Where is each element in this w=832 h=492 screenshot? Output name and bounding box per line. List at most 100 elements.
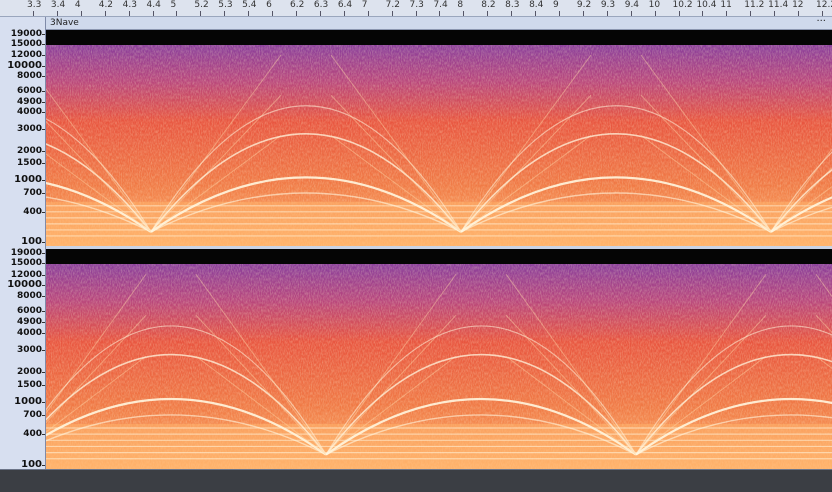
spectral-streak (325, 314, 457, 455)
ruler-tick-label: 10.2 (672, 0, 693, 10)
doppler-arc (460, 192, 772, 233)
spectral-streak (770, 167, 832, 233)
ruler-tick-mark (272, 11, 274, 16)
ruler-tick-mark (750, 11, 752, 16)
ruler-tick-mark (296, 11, 297, 16)
ruler-tick-label: 5.3 (218, 0, 233, 10)
ruler-tick-label: 4 (74, 0, 81, 10)
frequency-tick (42, 55, 45, 57)
ruler-tick-mark (463, 11, 465, 16)
frequency-tick (42, 34, 45, 35)
ruler-tick-label: 8.3 (505, 0, 520, 10)
track-header[interactable]: 3Nave ··· (46, 16, 832, 30)
ruler-tick-label: 7.2 (385, 0, 400, 10)
ruler-tick-label: 4.3 (122, 0, 137, 10)
spectral-streak (330, 54, 462, 233)
ruler-tick-label: 8 (457, 0, 464, 10)
ruler-tick-label: 6 (266, 0, 272, 10)
ruler-tick-mark (678, 11, 680, 16)
doppler-arc (460, 105, 772, 233)
ruler-tick-mark (654, 11, 656, 16)
frequency-tick (42, 129, 45, 131)
time-ruler[interactable]: 3.3 3.4 4 4.2 4.3 4.4 5 5.2 5.3 5.4 6 6.2 6.3 6.4 7 7.2… (0, 0, 832, 17)
spectral-streak (46, 273, 147, 414)
frequency-label: 19000 (10, 248, 42, 258)
ruler-tick-mark (511, 11, 513, 16)
ruler-tick-label: 9.3 (600, 0, 616, 10)
ruler-tick-mark (822, 11, 823, 16)
spectrogram-channel-2-image (46, 264, 832, 469)
frequency-tick (42, 180, 45, 182)
ruler-tick-label: 11.2 (744, 0, 765, 10)
frequency-tick (42, 274, 45, 276)
ruler-tick-mark (415, 11, 417, 16)
ruler-tick-label: 5.2 (194, 0, 209, 10)
spectral-streak (640, 54, 772, 233)
ellipsis-icon[interactable]: ··· (816, 16, 826, 27)
ruler-tick-label: 7.3 (409, 0, 424, 10)
ruler-tick-mark (128, 11, 130, 16)
spectral-streak (640, 135, 772, 233)
spectral-streak (460, 135, 592, 233)
channel-2-top-band (46, 249, 832, 264)
doppler-arc (46, 143, 152, 233)
ruler-tick-label: 5.4 (242, 0, 257, 10)
ruler-tick-label: 9.4 (624, 0, 640, 10)
frequency-tick (42, 65, 45, 67)
ruler-tick-mark (726, 11, 728, 16)
ruler-tick-mark (80, 11, 82, 16)
ruler-tick-label: 7.4 (433, 0, 448, 10)
frequency-label: 15000 (10, 38, 42, 49)
spectral-streak (150, 94, 282, 233)
spectral-streak (46, 120, 152, 233)
spectral-streak (195, 273, 327, 455)
doppler-arc (325, 325, 637, 455)
doppler-arc (150, 176, 462, 233)
ruler-tick-label: 11.4 (768, 0, 789, 10)
spectral-streak (770, 186, 832, 233)
ruler-tick-mark (33, 11, 34, 16)
frequency-tick (42, 311, 45, 313)
doppler-arc (46, 398, 327, 456)
frequency-tick (42, 322, 45, 324)
frequency-label: 8000 (16, 291, 42, 302)
frequency-label: 15000 (10, 257, 42, 268)
status-bar (0, 469, 832, 492)
frequency-tick (42, 43, 45, 45)
frequency-tick (42, 262, 45, 264)
doppler-arc (770, 169, 832, 233)
frequency-tick (42, 350, 45, 352)
spectral-streak (195, 314, 327, 455)
frequency-tick (42, 101, 45, 103)
doppler-arc (46, 353, 327, 456)
frequency-label: 100 (21, 235, 42, 247)
frequency-tick (42, 193, 45, 194)
frequency-label: 19000 (10, 29, 42, 39)
ruler-tick-label: 5 (170, 0, 177, 10)
spectral-streak (195, 355, 327, 456)
spectrogram-channel-1[interactable] (46, 30, 832, 246)
frequency-label: 400 (23, 429, 42, 440)
frequency-label: 4000 (16, 327, 42, 338)
ruler-tick-label: 3.3 (27, 0, 42, 10)
ruler-tick-mark (319, 11, 321, 16)
spectrogram-channel-2[interactable] (46, 249, 832, 469)
doppler-arc (325, 353, 637, 456)
doppler-arc (635, 325, 832, 455)
ruler-tick-label: 6.4 (337, 0, 353, 10)
frequency-label: 4900 (16, 317, 42, 328)
ruler-tick-mark (559, 11, 560, 16)
frequency-label: 2000 (16, 145, 42, 156)
ruler-tick-mark (200, 11, 202, 16)
doppler-arc (770, 196, 832, 233)
frequency-label: 6000 (16, 306, 42, 317)
frequency-label: 700 (23, 410, 42, 420)
ruler-tick-label: 4.4 (146, 0, 161, 10)
doppler-arc (635, 398, 832, 456)
spectral-streak (46, 153, 152, 233)
ruler-tick-label: 11 (720, 0, 732, 10)
frequency-tick (42, 464, 45, 466)
ruler-tick-mark (439, 11, 441, 16)
doppler-arc (770, 151, 832, 233)
ruler-tick-mark (702, 11, 704, 16)
